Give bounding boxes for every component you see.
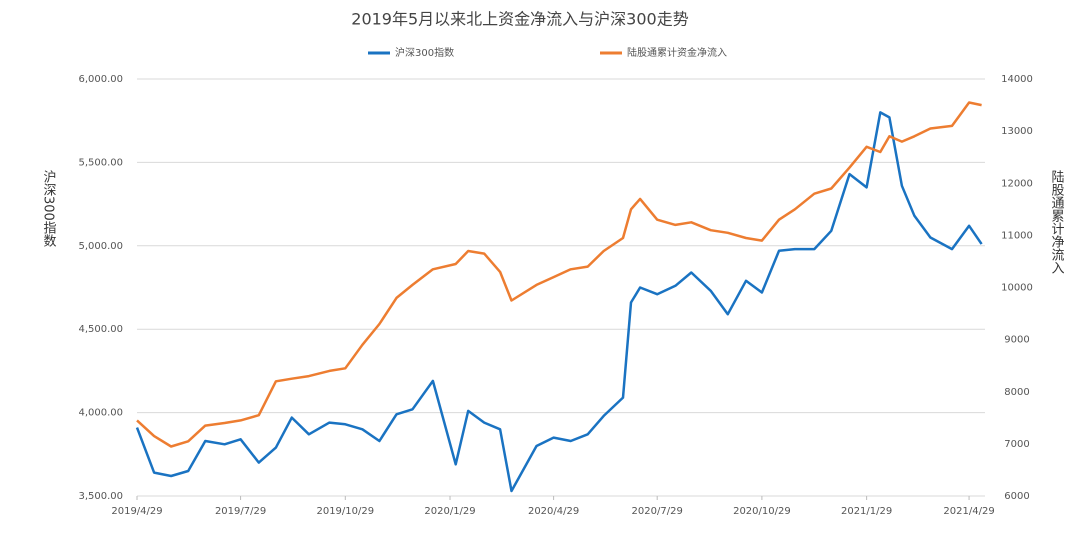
chart-title: 2019年5月以来北上资金净流入与沪深300走势 xyxy=(351,10,688,29)
y2-tick-label: 7000 xyxy=(1004,439,1029,450)
y2-tick-label: 10000 xyxy=(1001,283,1033,294)
line-series xyxy=(136,101,982,448)
x-tick-label: 2020/10/29 xyxy=(733,506,791,517)
y2-tick-label: 14000 xyxy=(1001,74,1033,85)
x-tick-label: 2021/1/29 xyxy=(841,506,892,517)
y2-tick-label: 9000 xyxy=(1004,335,1029,346)
x-tick-label: 2019/4/29 xyxy=(111,506,162,517)
legend-label: 陆股通累计资金净流入 xyxy=(627,46,727,59)
y2-tick-label: 11000 xyxy=(1001,230,1033,241)
x-tick-label: 2020/4/29 xyxy=(528,506,579,517)
y-tick-label: 6,000.00 xyxy=(78,74,123,85)
y2-tick-label: 8000 xyxy=(1004,387,1029,398)
x-tick-label: 2020/1/29 xyxy=(424,506,475,517)
x-tick-label: 2019/10/29 xyxy=(316,506,374,517)
y-tick-label: 5,500.00 xyxy=(78,157,123,168)
y-tick-label: 4,000.00 xyxy=(78,408,123,419)
x-tick-label: 2019/7/29 xyxy=(215,506,266,517)
x-tick-label: 2021/4/29 xyxy=(943,506,994,517)
y-tick-label: 3,500.00 xyxy=(78,491,123,502)
y2-tick-label: 6000 xyxy=(1004,491,1029,502)
x-tick-label: 2020/7/29 xyxy=(632,506,683,517)
y2-axis-label: 陆股通累计净流入 xyxy=(1049,169,1065,274)
legend-label: 沪深300指数 xyxy=(395,46,454,59)
y-tick-label: 4,500.00 xyxy=(78,324,123,335)
y2-tick-label: 13000 xyxy=(1001,126,1033,137)
y-tick-label: 5,000.00 xyxy=(78,241,123,252)
line-series xyxy=(135,111,983,493)
y-axis-label: 沪深300指数 xyxy=(41,169,57,247)
y2-tick-label: 12000 xyxy=(1001,178,1033,189)
